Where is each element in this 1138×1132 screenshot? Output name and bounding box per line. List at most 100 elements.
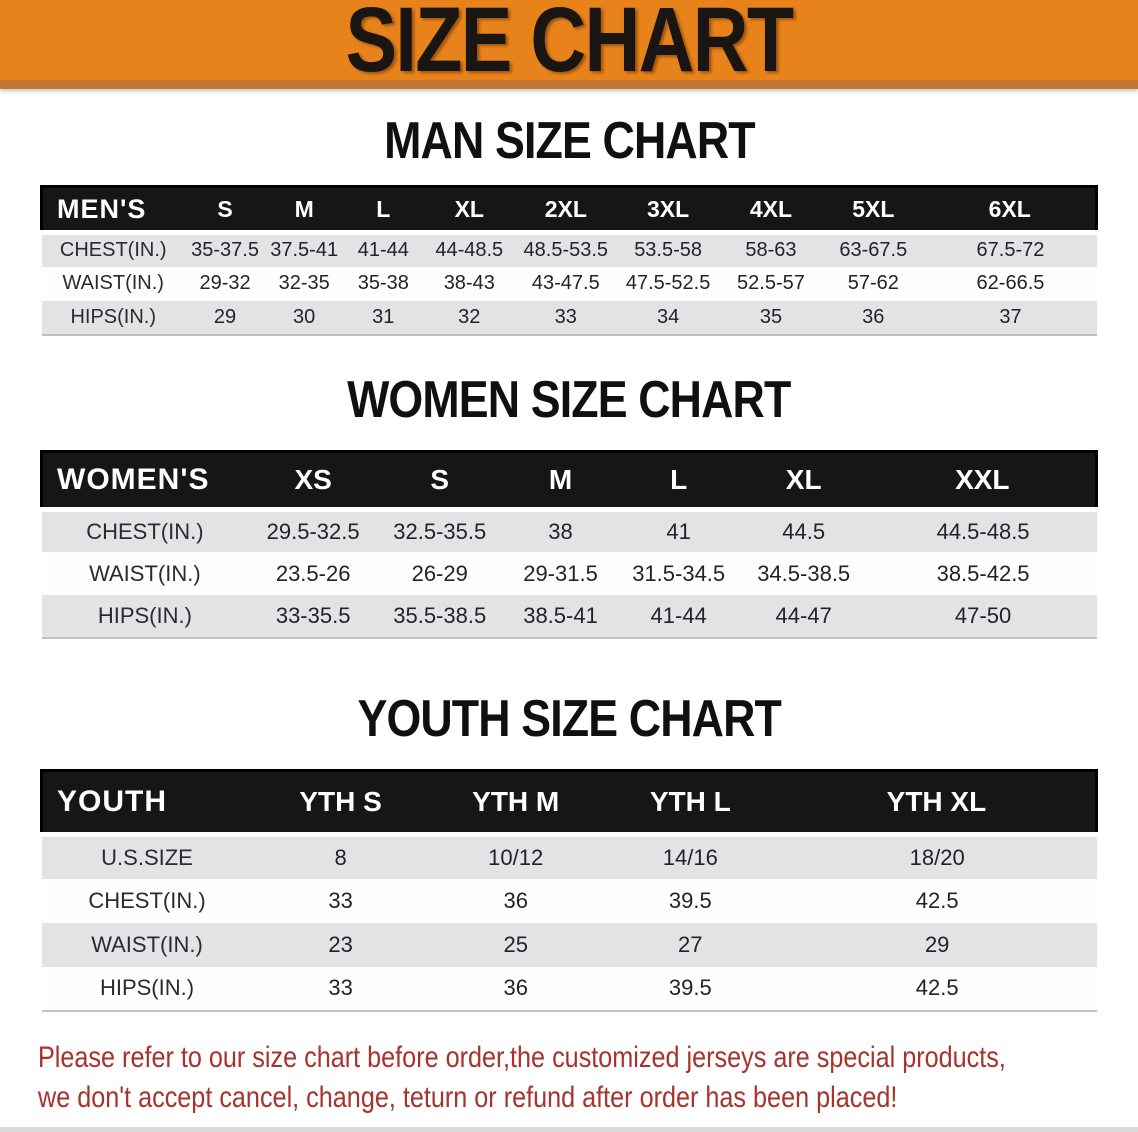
size-value-cell: 41-44 bbox=[619, 595, 738, 639]
measurement-row-label: CHEST(IN.) bbox=[59, 239, 167, 262]
size-column-header: XXL bbox=[869, 449, 1098, 512]
table-group-label: WOMEN'S bbox=[40, 449, 249, 512]
measurement-row: HIPS(IN.) 29 30 31 32 33 34 35 36 37 bbox=[41, 300, 1097, 336]
size-column-header: YTH S bbox=[252, 769, 429, 837]
size-value-cell: 41-44 bbox=[357, 239, 409, 262]
size-value-cell: 42.5 bbox=[777, 966, 1097, 1012]
size-value-cell: 10/12 bbox=[488, 844, 544, 870]
measurement-row: WAIST(IN.) 23 25 27 29 bbox=[41, 922, 1097, 967]
size-value-cell: 39.5 bbox=[602, 966, 778, 1012]
size-value-cell: 32 bbox=[423, 300, 516, 336]
size-column-header: XS bbox=[248, 449, 379, 512]
banner: SIZE CHART bbox=[0, 0, 1138, 89]
size-value-cell: 29 bbox=[184, 300, 266, 336]
size-value-cell: 29 bbox=[924, 931, 950, 957]
size-column-header: 4XL bbox=[719, 185, 823, 235]
size-value-cell: 52.5-57 bbox=[737, 272, 805, 294]
size-header-row: WOMEN'S XS S M L XL XXL bbox=[40, 449, 1098, 512]
size-value-cell: 58-63 bbox=[745, 239, 797, 262]
size-value-cell: 36 bbox=[503, 887, 528, 913]
size-value-cell: 36 bbox=[822, 300, 925, 336]
size-value-cell: 32-35 bbox=[278, 272, 330, 294]
size-value-cell: 38.5-41 bbox=[501, 595, 620, 639]
disclaimer-line-2: we don't accept cancel, change, teturn o… bbox=[38, 1080, 898, 1114]
size-value-cell: 25 bbox=[503, 931, 528, 957]
men-size-section: MAN SIZE CHART MEN'S S M L XL 2XL 3XL 4XL 5XL 6XL… bbox=[0, 111, 1138, 336]
size-value-cell: 39.5 bbox=[668, 887, 712, 913]
measurement-row-label: CHEST(IN.) bbox=[86, 518, 204, 544]
measurement-row-label: HIPS(IN.) bbox=[41, 595, 249, 639]
size-value-cell: 44-47 bbox=[737, 595, 870, 639]
table-group-label: MEN'S bbox=[39, 185, 185, 235]
measurement-row: HIPS(IN.) 33 36 39.5 42.5 bbox=[41, 966, 1097, 1012]
size-value-cell: 44.5-48.5 bbox=[936, 518, 1030, 544]
measurement-row: WAIST(IN.) 29-32 32-35 35-38 38-43 43-47.5 47.… bbox=[41, 266, 1097, 301]
size-value-cell: 35-37.5 bbox=[191, 239, 259, 262]
size-value-cell: 31 bbox=[343, 300, 424, 336]
size-value-cell: 18/20 bbox=[909, 844, 965, 870]
women-size-table: WOMEN'S XS S M L XL XXL CHEST(IN.) 29.5-32.5 32.5… bbox=[40, 449, 1098, 639]
size-value-cell: 23 bbox=[328, 931, 353, 957]
size-value-cell: 62-66.5 bbox=[976, 272, 1045, 294]
size-value-cell: 14/16 bbox=[662, 844, 718, 870]
measurement-row: CHEST(IN.) 33 36 39.5 42.5 bbox=[41, 878, 1097, 923]
size-value-cell: 38-43 bbox=[443, 272, 495, 294]
size-column-header: 3XL bbox=[616, 185, 720, 235]
table-group-label: YOUTH bbox=[40, 769, 253, 837]
size-value-cell: 29.5-32.5 bbox=[266, 518, 360, 544]
page-title: SIZE CHART bbox=[345, 0, 795, 91]
men-section-heading: MAN SIZE CHART bbox=[383, 112, 755, 170]
size-column-header: M bbox=[265, 185, 344, 235]
size-value-cell: 57-62 bbox=[847, 272, 899, 294]
disclaimer-line-1: Please refer to our size chart before or… bbox=[38, 1040, 1006, 1074]
size-column-header: S bbox=[378, 449, 502, 512]
size-header-row: MEN'S S M L XL 2XL 3XL 4XL 5XL 6XL bbox=[39, 185, 1099, 235]
measurement-row: U.S.SIZE 8 10/12 14/16 18/20 bbox=[41, 834, 1097, 879]
size-value-cell: 47-50 bbox=[869, 595, 1097, 639]
size-column-header: YTH L bbox=[602, 769, 778, 837]
size-value-cell: 30 bbox=[265, 300, 344, 336]
youth-size-section: YOUTH SIZE CHART YOUTH YTH S YTH M YTH L YTH… bbox=[0, 689, 1138, 1012]
size-value-cell: 8 bbox=[334, 844, 347, 870]
women-size-section: WOMEN SIZE CHART WOMEN'S XS S M L XL XXL CHEST(… bbox=[0, 370, 1138, 639]
size-value-cell: 67.5-72 bbox=[976, 239, 1045, 262]
size-value-cell: 44.5 bbox=[782, 518, 826, 544]
size-header-row: YOUTH YTH S YTH M YTH L YTH XL bbox=[40, 769, 1098, 837]
size-column-header: XL bbox=[423, 185, 516, 235]
size-value-cell: 33-35.5 bbox=[248, 595, 379, 639]
measurement-row: HIPS(IN.) 33-35.5 35.5-38.5 38.5-41 41-44 44-… bbox=[41, 595, 1097, 639]
men-size-table: MEN'S S M L XL 2XL 3XL 4XL 5XL 6XL CHEST(IN.) 35-37… bbox=[39, 185, 1099, 336]
size-column-header: 6XL bbox=[924, 185, 1099, 235]
size-value-cell: 38 bbox=[548, 518, 573, 544]
size-value-cell: 27 bbox=[678, 931, 703, 957]
size-column-header: YTH XL bbox=[777, 769, 1098, 837]
size-column-header: L bbox=[343, 185, 424, 235]
size-value-cell: 36 bbox=[428, 966, 603, 1012]
size-value-cell: 47.5-52.5 bbox=[625, 272, 711, 294]
youth-size-table: YOUTH YTH S YTH M YTH L YTH XL U.S.SIZE 8 10/12… bbox=[40, 769, 1098, 1012]
measurement-row-label: HIPS(IN.) bbox=[41, 966, 253, 1012]
size-value-cell: 37.5-41 bbox=[270, 239, 339, 262]
size-value-cell: 37 bbox=[924, 300, 1097, 336]
youth-section-heading: YOUTH SIZE CHART bbox=[357, 690, 781, 748]
measurement-row-label: HIPS(IN.) bbox=[41, 300, 185, 336]
size-value-cell: 33 bbox=[515, 300, 617, 336]
measurement-row-label: WAIST(IN.) bbox=[62, 272, 164, 294]
measurement-row: CHEST(IN.) 29.5-32.5 32.5-35.5 38 41 44.5 44.5… bbox=[41, 509, 1097, 552]
size-value-cell: 33 bbox=[328, 887, 353, 913]
size-column-header: 5XL bbox=[822, 185, 925, 235]
disclaimer-footnote: Please refer to our size chart before or… bbox=[38, 1038, 1138, 1118]
size-value-cell: 35 bbox=[719, 300, 823, 336]
bottom-divider bbox=[0, 1127, 1138, 1132]
size-value-cell: 42.5 bbox=[915, 887, 959, 913]
size-value-cell: 43-47.5 bbox=[531, 272, 600, 294]
measurement-row-label: WAIST(IN.) bbox=[91, 931, 203, 957]
size-column-header: L bbox=[619, 449, 738, 512]
size-value-cell: 41 bbox=[666, 518, 691, 544]
measurement-row: CHEST(IN.) 35-37.5 37.5-41 41-44 44-48.5 48.5… bbox=[41, 232, 1097, 267]
women-section-heading: WOMEN SIZE CHART bbox=[347, 370, 791, 429]
size-column-header: YTH M bbox=[428, 769, 603, 837]
size-value-cell: 26-29 bbox=[411, 560, 468, 586]
size-value-cell: 29-31.5 bbox=[523, 560, 598, 586]
